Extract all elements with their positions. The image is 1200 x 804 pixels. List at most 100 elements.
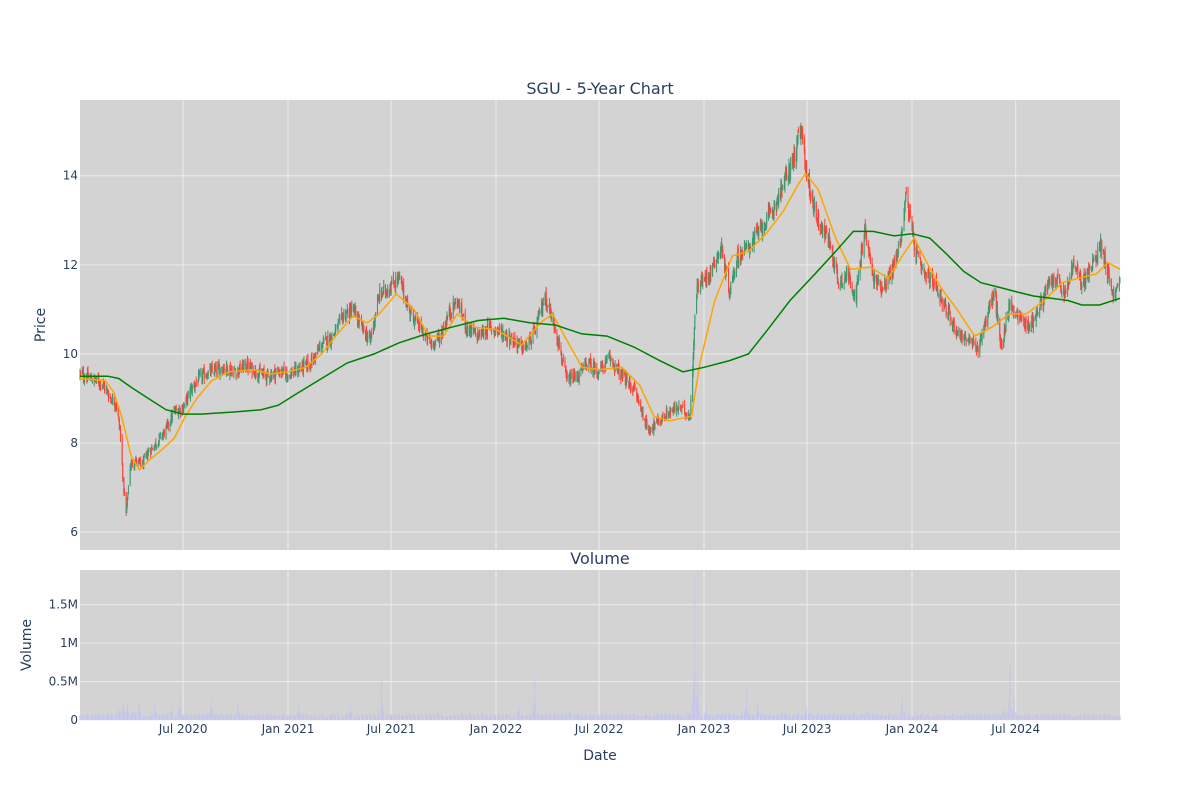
candle-body bbox=[139, 459, 141, 464]
volume-bar bbox=[389, 715, 391, 720]
candle-body bbox=[1047, 282, 1049, 284]
candle-body bbox=[368, 333, 370, 335]
candle-body bbox=[509, 334, 511, 344]
candle-body bbox=[1061, 292, 1063, 294]
volume-bar bbox=[773, 715, 775, 720]
candle-body bbox=[293, 371, 295, 374]
candle-body bbox=[226, 363, 228, 369]
candle-body bbox=[609, 354, 611, 361]
candle-body bbox=[178, 409, 180, 413]
volume-bar bbox=[767, 714, 769, 720]
candle-body bbox=[569, 374, 571, 385]
candle-body bbox=[841, 283, 843, 286]
volume-bar bbox=[270, 717, 272, 720]
volume-bar bbox=[106, 714, 108, 720]
volume-bar bbox=[995, 714, 997, 720]
candle-body bbox=[87, 370, 89, 379]
volume-bar bbox=[549, 717, 551, 720]
volume-bar bbox=[138, 710, 140, 720]
candle-body bbox=[209, 367, 211, 375]
volume-bar bbox=[1015, 713, 1017, 720]
volume-bar bbox=[912, 717, 914, 720]
candle-body bbox=[800, 129, 802, 133]
volume-bar bbox=[693, 675, 695, 720]
candle-body bbox=[498, 327, 500, 331]
volume-bar bbox=[939, 716, 941, 720]
candle-body bbox=[143, 456, 145, 458]
candle-body bbox=[389, 289, 391, 294]
volume-bar bbox=[115, 714, 117, 720]
candle-body bbox=[736, 258, 738, 265]
volume-bar bbox=[897, 717, 899, 720]
candle-body bbox=[1023, 317, 1025, 327]
volume-bar bbox=[952, 716, 954, 720]
volume-bar bbox=[1118, 716, 1120, 720]
volume-bar bbox=[154, 706, 156, 720]
volume-bar bbox=[163, 714, 165, 720]
volume-bar bbox=[155, 713, 157, 720]
candle-body bbox=[808, 175, 810, 189]
volume-bar bbox=[582, 716, 584, 720]
candle-body bbox=[915, 249, 917, 260]
volume-bar bbox=[480, 714, 482, 720]
volume-bar bbox=[1077, 714, 1079, 720]
candle-body bbox=[925, 272, 927, 279]
candle-body bbox=[111, 401, 113, 404]
candle-body bbox=[766, 214, 768, 226]
candle-body bbox=[957, 330, 959, 332]
volume-bar bbox=[608, 716, 610, 720]
volume-bar bbox=[545, 714, 547, 720]
candle-body bbox=[904, 207, 906, 218]
candle-body bbox=[358, 316, 360, 324]
candle-body bbox=[637, 398, 639, 401]
volume-bar bbox=[826, 715, 828, 720]
candle-body bbox=[385, 290, 387, 294]
candle-body bbox=[203, 369, 205, 371]
volume-bar bbox=[1069, 714, 1071, 720]
candle-body bbox=[836, 267, 838, 271]
volume-bar bbox=[378, 712, 380, 720]
volume-bar bbox=[403, 715, 405, 720]
volume-bar bbox=[374, 716, 376, 720]
volume-bar bbox=[584, 714, 586, 720]
candle-body bbox=[253, 368, 255, 373]
volume-bar bbox=[692, 705, 694, 720]
candle-body bbox=[895, 252, 897, 269]
volume-bar bbox=[161, 713, 163, 720]
volume-bar bbox=[796, 713, 798, 720]
volume-bar bbox=[182, 714, 184, 720]
volume-bar bbox=[640, 716, 642, 720]
candle-body bbox=[522, 348, 524, 352]
volume-bar bbox=[570, 713, 572, 720]
candle-body bbox=[1055, 280, 1057, 284]
candle-body bbox=[1106, 268, 1108, 278]
candle-body bbox=[769, 208, 771, 211]
volume-bar bbox=[1092, 713, 1094, 720]
volume-bar bbox=[751, 715, 753, 720]
candle-body bbox=[641, 409, 643, 414]
candle-body bbox=[953, 318, 955, 326]
volume-bar bbox=[281, 713, 283, 720]
volume-bar bbox=[1039, 716, 1041, 720]
candle-body bbox=[1102, 249, 1104, 253]
candle-body bbox=[482, 328, 484, 337]
candle-body bbox=[814, 203, 816, 209]
candle-body bbox=[552, 316, 554, 320]
candle-body bbox=[395, 277, 397, 289]
candle-body bbox=[971, 339, 973, 348]
candle-body bbox=[580, 367, 582, 372]
candle-body bbox=[649, 427, 651, 432]
candle-body bbox=[975, 342, 977, 349]
volume-bar bbox=[1028, 714, 1030, 720]
volume-bar bbox=[183, 713, 185, 720]
candle-body bbox=[955, 330, 957, 332]
candle-body bbox=[149, 451, 151, 452]
candle-body bbox=[837, 278, 839, 282]
volume-bar bbox=[770, 716, 772, 720]
candle-body bbox=[183, 404, 185, 407]
volume-bar bbox=[684, 716, 686, 720]
candle-body bbox=[1113, 291, 1115, 300]
candle-body bbox=[396, 276, 398, 281]
candle-body bbox=[716, 254, 718, 260]
candle-body bbox=[620, 374, 622, 380]
